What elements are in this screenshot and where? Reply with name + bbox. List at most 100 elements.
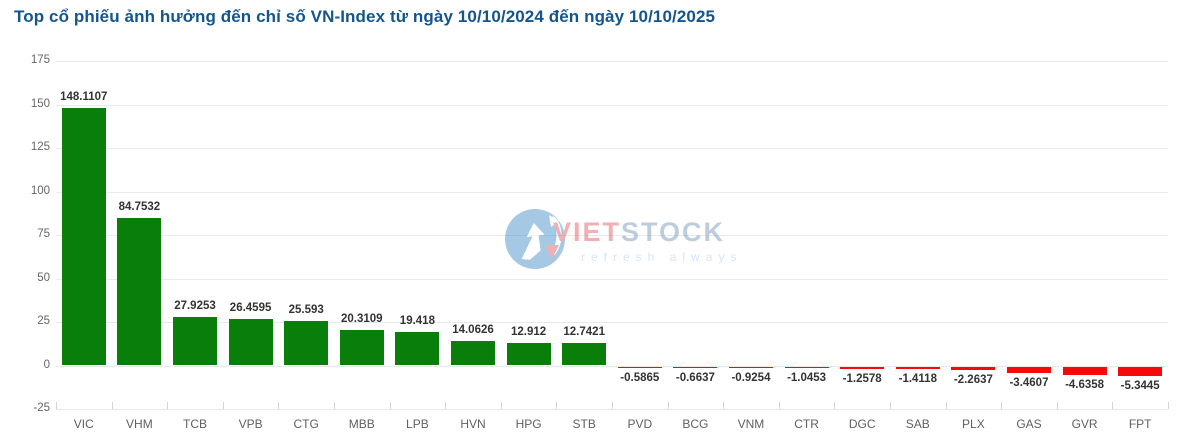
x-axis-tick <box>890 402 891 409</box>
x-tick-label-PVD: PVD <box>627 417 653 431</box>
x-axis-tick <box>834 402 836 409</box>
x-tick-label-GVR: GVR <box>1071 417 1098 431</box>
x-tick-label-HPG: HPG <box>515 417 542 431</box>
bar-value-label-VPB: 26.4595 <box>229 302 272 315</box>
x-tick-label-SAB: SAB <box>905 417 930 431</box>
bar-value-label-MBB: 20.3109 <box>341 313 383 326</box>
bar-value-label-VHM: 84.7532 <box>118 201 161 214</box>
x-tick-label-LPB: LPB <box>406 417 429 431</box>
bar-SAB[interactable] <box>895 366 940 369</box>
x-axis-tick <box>1168 402 1169 409</box>
bar-GAS[interactable] <box>1007 366 1051 373</box>
bar-value-label-TCB: 27.9253 <box>174 299 216 312</box>
x-tick-label-VHM: VHM <box>126 417 153 431</box>
x-axis-tick <box>667 402 669 409</box>
x-axis-tick <box>723 402 725 409</box>
gridline-175 <box>56 61 1168 62</box>
x-tick-label-VNM: VNM <box>737 417 765 431</box>
bar-value-label-LPB: 19.418 <box>399 314 435 327</box>
gridline--25 <box>56 409 1168 410</box>
x-axis-tick <box>945 402 947 409</box>
bar-VNM[interactable] <box>729 366 773 369</box>
x-tick-label-CTG: CTG <box>293 417 319 431</box>
gridline-125 <box>56 148 1168 149</box>
bar-value-label-VIC: 148.1107 <box>60 90 108 103</box>
x-tick-label-HVN: HVN <box>460 417 486 431</box>
bar-value-label-STB: 12.7421 <box>563 326 605 339</box>
bar-FPT[interactable] <box>1118 366 1163 376</box>
bar-CTG[interactable] <box>284 320 329 366</box>
bar-value-label-DGC: -1.2578 <box>842 372 882 385</box>
bar-value-label-VNM: -0.9254 <box>731 372 771 385</box>
x-tick-label-CTR: CTR <box>794 417 819 431</box>
x-axis-tick <box>222 402 224 409</box>
x-axis-tick <box>1001 402 1003 409</box>
x-axis-tick <box>389 402 391 409</box>
bar-HPG[interactable] <box>506 343 551 366</box>
bar-CTR[interactable] <box>784 366 829 369</box>
bar-PVD[interactable] <box>617 366 662 368</box>
x-axis-tick <box>612 402 613 409</box>
x-tick-label-TCB: TCB <box>182 417 207 431</box>
bar-value-label-HPG: 12.912 <box>511 326 547 339</box>
bar-HVN[interactable] <box>451 341 495 366</box>
y-tick-label-75: 75 <box>37 228 50 240</box>
gridline-25 <box>56 322 1168 323</box>
y-tick-label-0: 0 <box>43 358 50 371</box>
x-tick-label-FPT: FPT <box>1128 417 1152 431</box>
y-tick-label-100: 100 <box>30 184 50 197</box>
y-tick-label-175: 175 <box>30 54 50 66</box>
x-axis-tick <box>445 402 447 409</box>
bar-GVR[interactable] <box>1062 366 1107 375</box>
bar-VIC[interactable] <box>61 107 106 366</box>
bar-value-label-CTG: 25.593 <box>288 303 324 316</box>
x-tick-label-DGC: DGC <box>848 417 876 431</box>
gridline-75 <box>56 235 1168 236</box>
bar-LPB[interactable] <box>395 331 440 366</box>
x-axis-tick <box>1112 402 1114 409</box>
x-axis-tick <box>778 402 780 409</box>
bar-value-label-SAB: -1.4118 <box>898 372 937 385</box>
bar-value-label-GVR: -4.6358 <box>1065 378 1105 391</box>
x-tick-label-VPB: VPB <box>238 417 263 431</box>
x-axis-tick <box>56 402 57 409</box>
x-axis-tick <box>167 402 169 409</box>
bar-value-label-BCG: -0.6637 <box>675 371 715 384</box>
bar-value-label-PVD: -0.5865 <box>620 371 660 384</box>
bar-TCB[interactable] <box>173 316 217 366</box>
y-tick-label-25: 25 <box>37 315 50 327</box>
x-tick-label-BCG: BCG <box>682 417 709 431</box>
bar-VHM[interactable] <box>117 218 162 366</box>
x-tick-label-GAS: GAS <box>1016 417 1042 431</box>
bar-PLX[interactable] <box>951 366 996 371</box>
bar-BCG[interactable] <box>673 366 718 368</box>
bar-STB[interactable] <box>562 343 607 366</box>
gridline-150 <box>56 104 1168 106</box>
bar-MBB[interactable] <box>339 330 384 366</box>
gridline-0 <box>56 365 1168 367</box>
y-tick-label-50: 50 <box>37 271 50 284</box>
y-tick-label-150: 150 <box>30 97 50 110</box>
x-tick-label-STB: STB <box>572 417 596 431</box>
bar-VPB[interactable] <box>228 319 273 366</box>
x-axis-tick <box>278 402 280 409</box>
bar-value-label-GAS: -3.4607 <box>1009 376 1049 389</box>
bar-value-label-PLX: -2.2637 <box>953 374 993 387</box>
bar-DGC[interactable] <box>840 366 885 369</box>
x-tick-label-PLX: PLX <box>962 417 985 431</box>
x-axis-tick <box>500 402 502 409</box>
x-axis-tick <box>1056 402 1058 409</box>
x-tick-label-MBB: MBB <box>348 417 375 431</box>
plot-area: 148.1107 VIC 84.7532 VHM 27.9253 TCB 26.4595 VP… <box>56 61 1169 431</box>
x-axis-tick <box>334 402 335 409</box>
y-tick-label-125: 125 <box>30 141 50 153</box>
y-tick-label--25: -25 <box>33 402 50 414</box>
bar-value-label-FPT: -5.3445 <box>1120 379 1160 392</box>
bar-value-label-HVN: 14.0626 <box>452 324 494 337</box>
bar-value-label-CTR: -1.0453 <box>787 372 827 385</box>
chart-title: Top cổ phiếu ảnh hưởng đến chỉ số VN-Ind… <box>14 7 716 26</box>
gridline-50 <box>56 278 1168 280</box>
x-axis-tick <box>556 402 558 409</box>
x-tick-label-VIC: VIC <box>73 417 94 431</box>
